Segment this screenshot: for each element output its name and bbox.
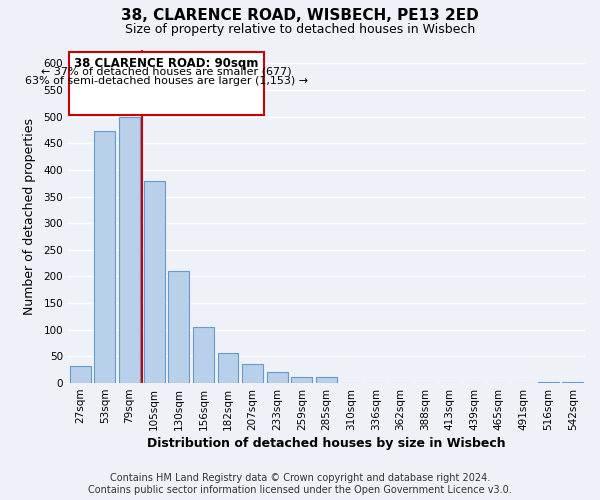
Text: 38, CLARENCE ROAD, WISBECH, PE13 2ED: 38, CLARENCE ROAD, WISBECH, PE13 2ED — [121, 8, 479, 22]
Text: Contains HM Land Registry data © Crown copyright and database right 2024.
Contai: Contains HM Land Registry data © Crown c… — [88, 474, 512, 495]
Bar — [143, 180, 164, 383]
Text: ← 37% of detached houses are smaller (677): ← 37% of detached houses are smaller (67… — [41, 66, 292, 76]
Bar — [316, 376, 337, 383]
Bar — [562, 382, 583, 383]
Bar — [242, 364, 263, 383]
Bar — [94, 131, 115, 383]
X-axis label: Distribution of detached houses by size in Wisbech: Distribution of detached houses by size … — [147, 437, 506, 450]
Bar — [169, 271, 189, 383]
Y-axis label: Number of detached properties: Number of detached properties — [23, 118, 37, 315]
Text: Size of property relative to detached houses in Wisbech: Size of property relative to detached ho… — [125, 22, 475, 36]
Bar — [292, 376, 313, 383]
FancyBboxPatch shape — [69, 52, 264, 115]
Bar — [119, 116, 140, 383]
Bar — [538, 382, 559, 383]
Bar — [70, 366, 91, 383]
Text: 63% of semi-detached houses are larger (1,153) →: 63% of semi-detached houses are larger (… — [25, 76, 308, 86]
Bar — [193, 327, 214, 383]
Text: 38 CLARENCE ROAD: 90sqm: 38 CLARENCE ROAD: 90sqm — [74, 57, 259, 70]
Bar — [267, 372, 288, 383]
Bar — [218, 352, 238, 383]
